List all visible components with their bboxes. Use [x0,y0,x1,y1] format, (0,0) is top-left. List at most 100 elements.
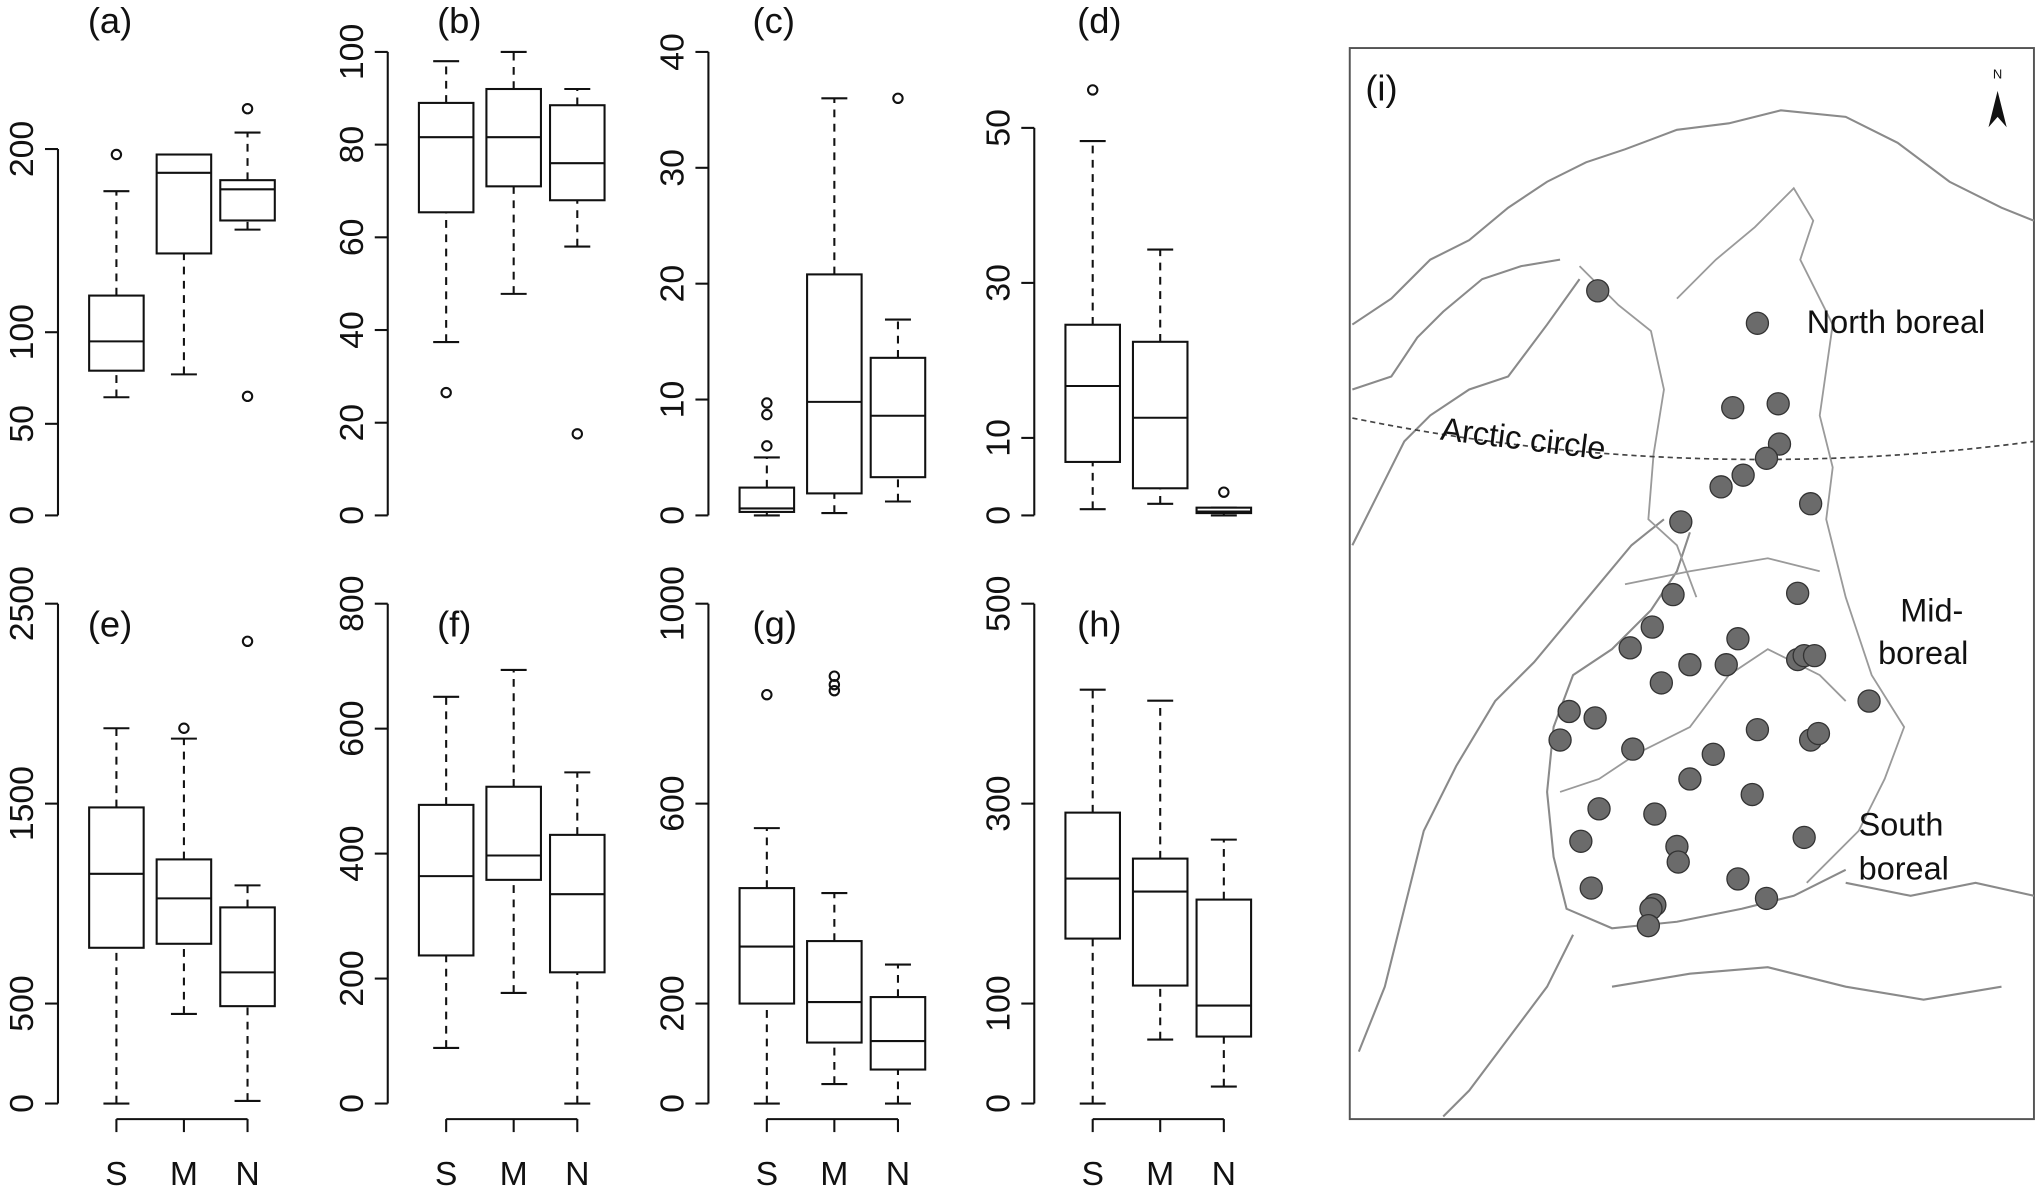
outlier [440,386,452,399]
y-tick-label: 100 [333,24,371,80]
x-tick-label: M [500,1155,528,1193]
site-dot [1740,782,1764,807]
site-dot [1586,279,1610,303]
y-tick-label: 10 [654,381,692,419]
box [548,833,606,974]
y-tick-label: 80 [333,126,371,164]
zone-label: North boreal [1807,304,1986,340]
x-tick-label: M [170,1155,198,1193]
site-dot [1857,689,1881,713]
zone-label: Mid- [1900,592,1963,628]
box [155,858,213,945]
box [1064,323,1122,463]
x-tick-label: S [1081,1155,1104,1193]
y-tick-label: 30 [654,149,692,187]
y-tick-label: 2500 [3,566,41,641]
y-tick-label: 1500 [3,766,41,841]
y-tick-label: 0 [333,1094,371,1113]
zone-label: boreal [1859,851,1949,887]
site-dot [1579,876,1603,900]
panel-title: (h) [1077,604,1121,645]
y-tick-label: 0 [333,506,371,525]
outlier [1218,486,1230,498]
site-dot [1754,886,1779,911]
site-dot [1714,653,1738,677]
y-tick-label: 0 [654,1094,692,1113]
site-dot [1649,671,1674,695]
outlier [761,408,773,421]
site-dot [1678,653,1702,677]
y-tick-label: 600 [333,700,371,756]
site-points [1548,279,1881,938]
outlier [828,684,841,697]
box [806,273,863,495]
box [1064,811,1122,940]
site-dot [1731,463,1755,487]
site-dot [1806,721,1831,746]
box [1131,857,1189,987]
site-dot [1802,643,1827,668]
x-tick-label: S [435,1155,458,1193]
outlier [761,688,773,701]
box [548,104,606,202]
panel-title: (c) [753,0,795,41]
site-dot [1621,737,1645,761]
site-dot [1726,867,1750,891]
y-tick-label: 30 [979,264,1017,302]
y-tick-label: 10 [979,419,1017,457]
box [88,806,145,949]
outlier [241,635,254,647]
box [417,803,475,957]
box [88,294,145,372]
site-dot [1548,728,1572,752]
box [869,996,927,1071]
y-tick-label: 500 [979,576,1017,632]
north-label: N [1993,67,2002,82]
box [485,785,542,881]
box [869,356,927,479]
site-dot [1587,797,1611,821]
panel-title: (e) [88,604,132,645]
panel-title: (d) [1077,0,1121,41]
site-dot [1745,717,1770,742]
box [1195,506,1253,515]
outlier [761,440,773,452]
y-tick-label: 300 [979,775,1017,831]
x-tick-label: N [565,1155,589,1193]
panel-title: (b) [437,0,481,41]
site-dot [1636,913,1661,938]
y-tick-label: 400 [333,825,371,881]
y-tick-label: 100 [979,975,1017,1031]
y-tick-label: 40 [654,33,692,71]
box [219,906,276,1008]
y-tick-label: 0 [3,506,41,525]
outlier [828,678,841,691]
site-dot [1785,581,1810,605]
site-dot [1766,392,1790,416]
box [1195,898,1253,1038]
y-tick-label: 60 [333,219,371,257]
site-dot [1640,615,1664,639]
outlier [241,103,254,115]
box [417,101,475,214]
y-tick-label: 40 [333,311,371,349]
site-dot [1661,582,1685,607]
y-tick-label: 50 [979,109,1017,147]
site-dot [1798,492,1823,516]
y-tick-label: 0 [979,1094,1017,1113]
site-dot [1666,850,1690,874]
site-dot [1745,311,1770,335]
x-tick-label: S [756,1155,779,1193]
site-dot [1792,825,1816,850]
y-tick-label: 0 [3,1094,41,1113]
box [219,179,276,222]
map-panel: (i) N North boreal Arctic circle Mid- bo… [1348,47,2035,1121]
y-tick-label: 600 [654,775,692,831]
x-tick-label: N [235,1155,259,1193]
y-tick-label: 0 [654,506,692,525]
y-tick-label: 20 [654,265,692,303]
panel-title: (g) [753,604,797,645]
site-dot [1678,767,1702,791]
outlier [110,148,123,161]
